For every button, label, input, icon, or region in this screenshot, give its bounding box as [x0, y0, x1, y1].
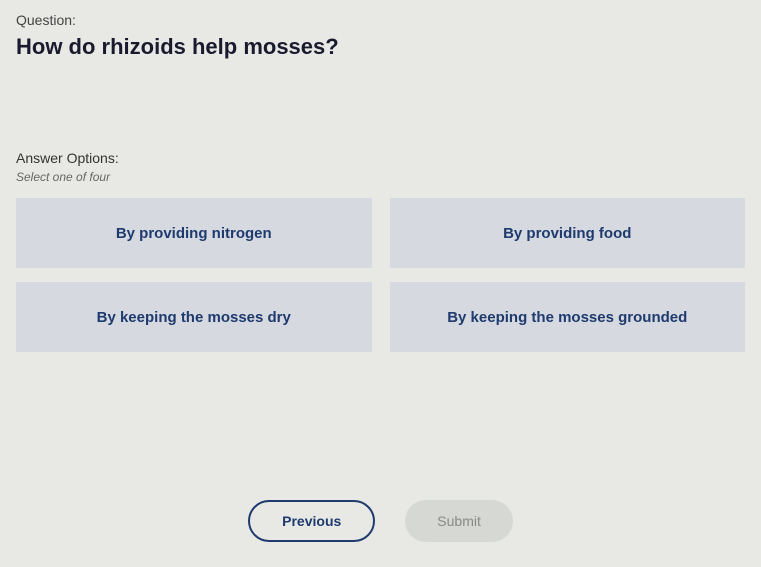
answer-instruction: Select one of four	[16, 170, 745, 184]
option-1-text: By providing nitrogen	[116, 225, 272, 242]
question-label: Question:	[16, 12, 745, 28]
answer-options-label: Answer Options:	[16, 150, 745, 166]
options-row-2: By keeping the mosses dry By keeping the…	[16, 282, 745, 352]
option-3[interactable]: By keeping the mosses dry	[16, 282, 372, 352]
question-text: How do rhizoids help mosses?	[16, 34, 745, 60]
submit-button[interactable]: Submit	[405, 500, 513, 542]
nav-buttons: Previous Submit	[0, 500, 761, 542]
option-4[interactable]: By keeping the mosses grounded	[390, 282, 746, 352]
previous-button[interactable]: Previous	[248, 500, 375, 542]
option-1[interactable]: By providing nitrogen	[16, 198, 372, 268]
option-2[interactable]: By providing food	[390, 198, 746, 268]
option-3-text: By keeping the mosses dry	[97, 309, 291, 326]
option-4-text: By keeping the mosses grounded	[447, 309, 687, 326]
option-2-text: By providing food	[503, 225, 631, 242]
options-grid: By providing nitrogen By providing food …	[16, 198, 745, 352]
options-row-1: By providing nitrogen By providing food	[16, 198, 745, 268]
